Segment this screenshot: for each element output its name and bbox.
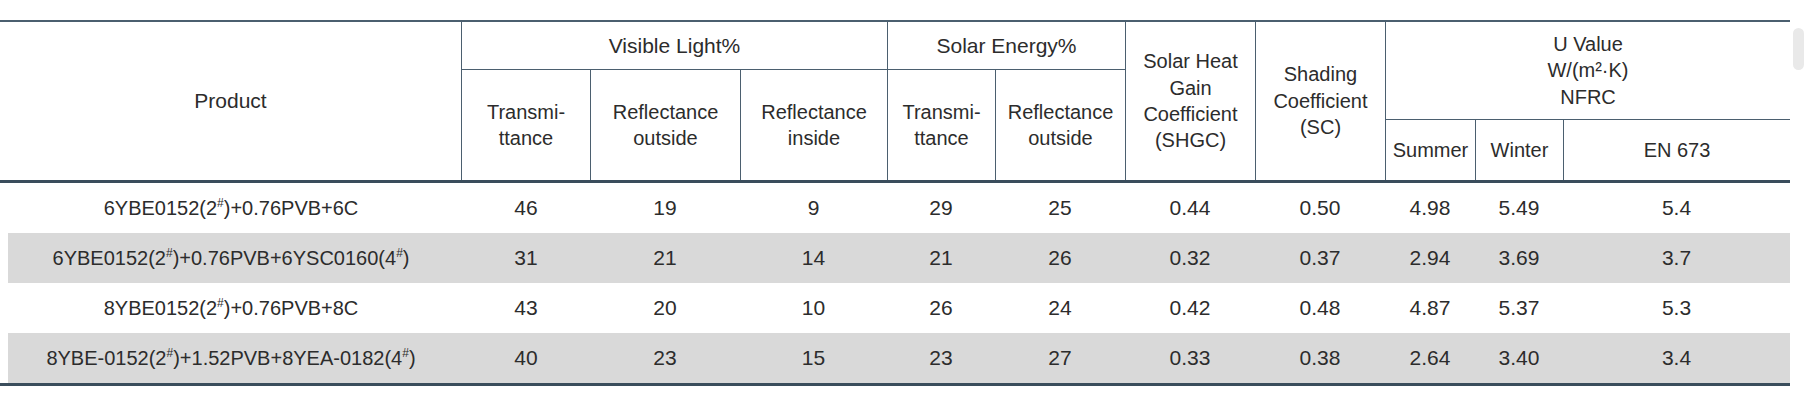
cell-visible-transmittance: 43 [462,296,590,320]
table-row: 6YBE0152(2#)+0.76PVB+6C 46 19 9 29 25 0.… [0,183,1790,233]
product-name: 8YBE-0152(2#)+1.52PVB+8YEA-0182(4#) [0,347,462,370]
cell-u-value-summer: 2.64 [1385,346,1475,370]
cell-visible-reflectance-outside: 23 [590,346,740,370]
cell-u-value-summer: 4.87 [1385,296,1475,320]
cell-shading-coefficient: 0.38 [1255,346,1385,370]
table-header: Product Visible Light% Transmi- ttance R… [0,20,1790,183]
cell-shading-coefficient: 0.48 [1255,296,1385,320]
header-product: Product [0,22,462,180]
cell-solar-transmittance: 26 [887,296,995,320]
cell-u-value-en673: 5.3 [1563,296,1790,320]
cell-visible-reflectance-outside: 19 [590,196,740,220]
cell-shading-coefficient: 0.50 [1255,196,1385,220]
cell-visible-transmittance: 46 [462,196,590,220]
cell-solar-reflectance-outside: 25 [995,196,1125,220]
cell-u-value-winter: 3.40 [1475,346,1563,370]
cell-shading-coefficient: 0.37 [1255,246,1385,270]
cell-visible-reflectance-outside: 20 [590,296,740,320]
header-u-value-en673: EN 673 [1563,120,1790,180]
table-row: 8YBE-0152(2#)+1.52PVB+8YEA-0182(4#) 40 2… [0,333,1790,383]
page: Product Visible Light% Transmi- ttance R… [0,0,1805,400]
header-visible-transmittance: Transmi- ttance [462,70,590,180]
cell-u-value-winter: 5.37 [1475,296,1563,320]
cell-u-value-summer: 2.94 [1385,246,1475,270]
cell-u-value-summer: 4.98 [1385,196,1475,220]
cell-shgc: 0.42 [1125,296,1255,320]
table-row: 8YBE0152(2#)+0.76PVB+8C 43 20 10 26 24 0… [0,283,1790,333]
header-solar-reflectance-outside: Reflectance outside [995,70,1125,180]
header-group-solar-energy: Solar Energy% [887,22,1125,70]
header-shading-coefficient: Shading Coefficient (SC) [1255,22,1385,180]
header-visible-reflectance-outside: Reflectance outside [590,70,740,180]
header-visible-reflectance-inside: Reflectance inside [740,70,887,180]
cell-solar-reflectance-outside: 27 [995,346,1125,370]
header-solar-transmittance: Transmi- ttance [887,70,995,180]
header-shgc: Solar Heat Gain Coefficient (SHGC) [1125,22,1255,180]
cell-visible-reflectance-inside: 15 [740,346,887,370]
cell-u-value-winter: 3.69 [1475,246,1563,270]
product-name: 6YBE0152(2#)+0.76PVB+6YSC0160(4#) [0,247,462,270]
cell-u-value-en673: 3.7 [1563,246,1790,270]
scrollbar-thumb[interactable] [1793,28,1804,70]
cell-visible-reflectance-inside: 10 [740,296,887,320]
header-group-u-value: U Value W/(m²·K) NFRC [1385,22,1790,120]
cell-shgc: 0.33 [1125,346,1255,370]
product-name: 6YBE0152(2#)+0.76PVB+6C [0,197,462,220]
cell-visible-reflectance-outside: 21 [590,246,740,270]
cell-shgc: 0.44 [1125,196,1255,220]
cell-visible-reflectance-inside: 9 [740,196,887,220]
header-u-value-winter: Winter [1475,120,1563,180]
glass-performance-table: Product Visible Light% Transmi- ttance R… [0,20,1790,386]
cell-u-value-en673: 5.4 [1563,196,1790,220]
cell-visible-reflectance-inside: 14 [740,246,887,270]
cell-visible-transmittance: 31 [462,246,590,270]
cell-solar-reflectance-outside: 26 [995,246,1125,270]
table-row: 6YBE0152(2#)+0.76PVB+6YSC0160(4#) 31 21 … [0,233,1790,283]
header-u-value-summer: Summer [1385,120,1475,180]
cell-u-value-winter: 5.49 [1475,196,1563,220]
cell-shgc: 0.32 [1125,246,1255,270]
product-name: 8YBE0152(2#)+0.76PVB+8C [0,297,462,320]
cell-u-value-en673: 3.4 [1563,346,1790,370]
cell-solar-transmittance: 23 [887,346,995,370]
cell-visible-transmittance: 40 [462,346,590,370]
cell-solar-transmittance: 29 [887,196,995,220]
header-group-visible-light: Visible Light% [462,22,887,70]
cell-solar-reflectance-outside: 24 [995,296,1125,320]
cell-solar-transmittance: 21 [887,246,995,270]
